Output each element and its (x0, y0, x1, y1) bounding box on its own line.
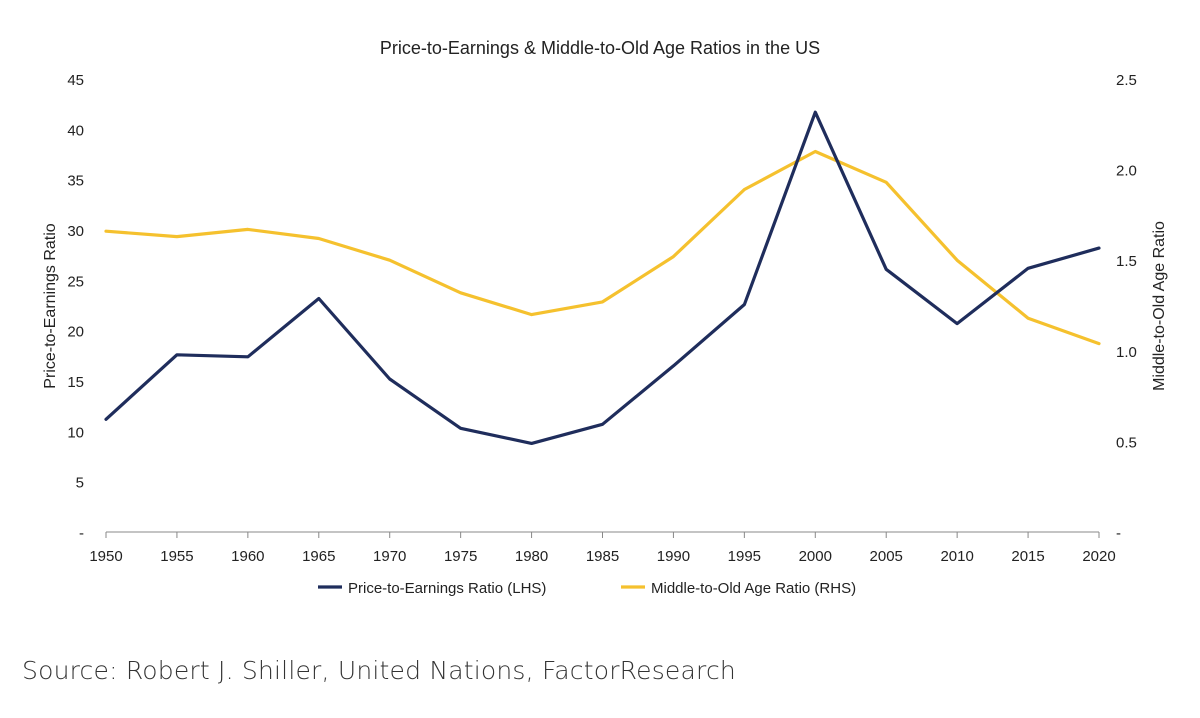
series-line-pe-ratio (104, 110, 1101, 445)
series-layer (104, 110, 1101, 445)
x-tick-label: 1995 (728, 548, 761, 565)
legend-label: Middle-to-Old Age Ratio (RHS) (651, 580, 856, 597)
left-tick-label: 15 (67, 374, 84, 391)
legend-item-age-ratio: Middle-to-Old Age Ratio (RHS) (621, 580, 856, 597)
x-axis: 1950 1955 1960 1965 1970 1975 1980 1985 1990 1995… (89, 531, 1116, 565)
right-tick-label: 0.5 (1116, 434, 1137, 451)
right-tick-label: 2.5 (1116, 72, 1137, 89)
chart-title: Price-to-Earnings & Middle-to-Old Age Ra… (380, 38, 820, 58)
x-tick-label: 2010 (940, 548, 973, 565)
left-tick-label: 20 (67, 324, 84, 341)
x-tick-label: 1960 (231, 548, 264, 565)
left-axis-label: Price-to-Earnings Ratio (42, 223, 59, 389)
legend: Price-to-Earnings Ratio (LHS) Middle-to-O… (318, 580, 856, 597)
x-tick-label: 1990 (657, 548, 690, 565)
left-tick-label: 35 (67, 173, 84, 190)
x-tick-label: 2015 (1011, 548, 1044, 565)
left-tick-label: 40 (67, 122, 84, 139)
x-tick-label: 1975 (444, 548, 477, 565)
series-line-age-ratio (104, 149, 1101, 346)
right-axis-label: Middle-to-Old Age Ratio (1151, 221, 1168, 391)
left-tick-label: - (79, 525, 84, 542)
left-tick-label: 10 (67, 424, 84, 441)
left-y-axis: - 5 10 15 20 25 30 35 40 45 (67, 72, 84, 542)
x-tick-label: 1980 (515, 548, 548, 565)
legend-item-pe-ratio: Price-to-Earnings Ratio (LHS) (318, 580, 546, 597)
x-tick-label: 2005 (870, 548, 903, 565)
x-tick-label: 2020 (1082, 548, 1115, 565)
legend-label: Price-to-Earnings Ratio (LHS) (348, 580, 546, 597)
left-tick-label: 45 (67, 72, 84, 89)
x-tick-label: 2000 (799, 548, 832, 565)
x-tick-label: 1970 (373, 548, 406, 565)
right-tick-label: 1.5 (1116, 253, 1137, 270)
left-tick-label: 30 (67, 223, 84, 240)
left-tick-label: 5 (76, 475, 84, 492)
x-tick-label: 1965 (302, 548, 335, 565)
x-tick-label: 1955 (160, 548, 193, 565)
line-chart: Price-to-Earnings & Middle-to-Old Age Ra… (42, 38, 1168, 597)
source-note: Source: Robert J. Shiller, United Nation… (22, 656, 736, 685)
right-tick-label: 1.0 (1116, 344, 1137, 361)
left-tick-label: 25 (67, 273, 84, 290)
right-y-axis: - 0.5 1.0 1.5 2.0 2.5 (1116, 72, 1137, 542)
x-tick-label: 1985 (586, 548, 619, 565)
right-tick-label: - (1116, 525, 1121, 542)
right-tick-label: 2.0 (1116, 163, 1137, 180)
x-tick-label: 1950 (89, 548, 122, 565)
